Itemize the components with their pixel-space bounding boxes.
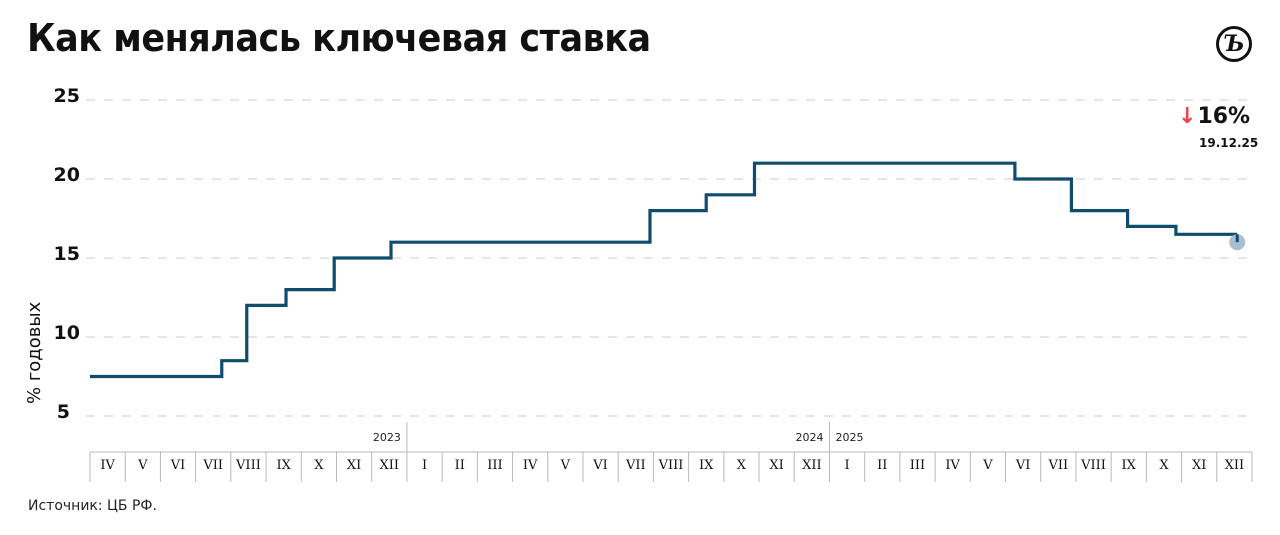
y-tick-25: 25 xyxy=(53,85,80,107)
year-label-2023: 2023 xyxy=(372,431,401,444)
kommersant-logo-icon: Ъ xyxy=(1216,26,1252,62)
x-tick-month: IX xyxy=(699,458,714,473)
x-tick-month: VIII xyxy=(236,458,261,473)
x-tick-month: III xyxy=(487,458,503,473)
x-tick-month: XI xyxy=(346,458,362,473)
y-tick-5: 5 xyxy=(56,401,70,423)
x-tick-month: III xyxy=(909,458,926,473)
x-tick-month: II xyxy=(877,458,888,473)
x-tick-month: V xyxy=(138,458,148,473)
x-tick-month: XI xyxy=(769,458,784,473)
x-tick-month: VII xyxy=(203,458,224,473)
x-tick-month: IX xyxy=(276,458,291,473)
x-tick-month: IV xyxy=(945,458,960,473)
y-tick-15: 15 xyxy=(53,243,80,265)
current-rate-badge: ↓ 16% xyxy=(1178,104,1250,129)
x-tick-month: VII xyxy=(625,458,646,473)
x-tick-month: VIII xyxy=(1081,458,1106,473)
x-tick-month: IV xyxy=(522,458,538,473)
x-tick-month: V xyxy=(983,458,993,473)
gridlines xyxy=(86,99,1252,417)
x-tick-month: X xyxy=(314,458,324,473)
x-tick-month: XII xyxy=(1224,458,1245,473)
x-tick-month: VI xyxy=(1015,458,1031,473)
x-tick-month: IV xyxy=(100,458,115,473)
key-rate-line xyxy=(90,161,1238,379)
year-label-2025: 2025 xyxy=(835,431,864,444)
x-tick-month: XI xyxy=(1191,458,1207,473)
x-tick-month: I xyxy=(421,458,428,473)
x-tick-month: VI xyxy=(170,458,186,473)
source-note: Источник: ЦБ РФ. xyxy=(28,498,157,514)
y-axis-label: % годовых xyxy=(24,301,45,404)
x-tick-month: II xyxy=(454,458,465,473)
x-tick-month: I xyxy=(844,458,850,473)
x-tick-month: XII xyxy=(802,458,822,473)
current-rate-value: 16% xyxy=(1197,104,1251,129)
x-tick-month: VI xyxy=(593,458,608,473)
x-tick-month: XII xyxy=(379,458,400,473)
x-tick-month: V xyxy=(560,458,571,473)
arrow-down-icon: ↓ xyxy=(1178,104,1197,129)
x-tick-month: IX xyxy=(1121,458,1136,473)
chart-title: Как менялась ключевая ставка xyxy=(27,16,651,60)
x-tick-month: X xyxy=(1159,458,1169,473)
x-axis xyxy=(89,422,1253,482)
current-rate-date: 19.12.25 xyxy=(1199,136,1259,150)
x-tick-month: VIII xyxy=(658,458,684,473)
y-tick-10: 10 xyxy=(53,322,80,344)
y-tick-20: 20 xyxy=(53,164,80,186)
year-label-2024: 2024 xyxy=(795,431,824,444)
x-tick-month: VII xyxy=(1048,458,1069,473)
x-tick-month: X xyxy=(736,458,747,473)
